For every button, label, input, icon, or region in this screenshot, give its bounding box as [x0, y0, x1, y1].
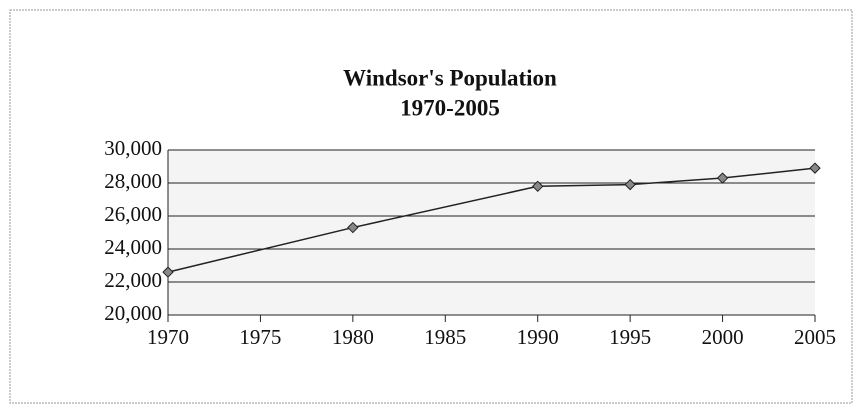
data-point: [532, 180, 544, 193]
x-tick-label: 2005: [794, 325, 836, 349]
chart-subtitle: 1970-2005: [400, 95, 500, 120]
data-point: [809, 162, 821, 174]
y-tick-label: 30,000: [104, 136, 162, 160]
x-tick-label: 1970: [147, 325, 189, 349]
data-point: [624, 178, 636, 191]
x-tick-label: 1975: [239, 325, 281, 349]
data-point: [347, 221, 359, 234]
x-tick-label: 1980: [332, 325, 374, 349]
x-tick-label: 2000: [702, 325, 744, 349]
y-tick-label: 20,000: [104, 301, 162, 325]
x-tick-label: 1990: [517, 325, 559, 349]
series-line: [167, 167, 816, 273]
y-tick-label: 26,000: [104, 202, 162, 226]
y-tick-label: 28,000: [104, 169, 162, 193]
data-point: [716, 172, 729, 184]
plot-area: [168, 150, 815, 315]
x-tick-label: 1995: [609, 325, 651, 349]
y-tick-label: 24,000: [104, 235, 162, 259]
x-tick-label: 1985: [424, 325, 466, 349]
data-point: [162, 266, 174, 278]
chart-title: Windsor's Population: [343, 65, 557, 90]
y-tick-label: 22,000: [104, 268, 162, 292]
